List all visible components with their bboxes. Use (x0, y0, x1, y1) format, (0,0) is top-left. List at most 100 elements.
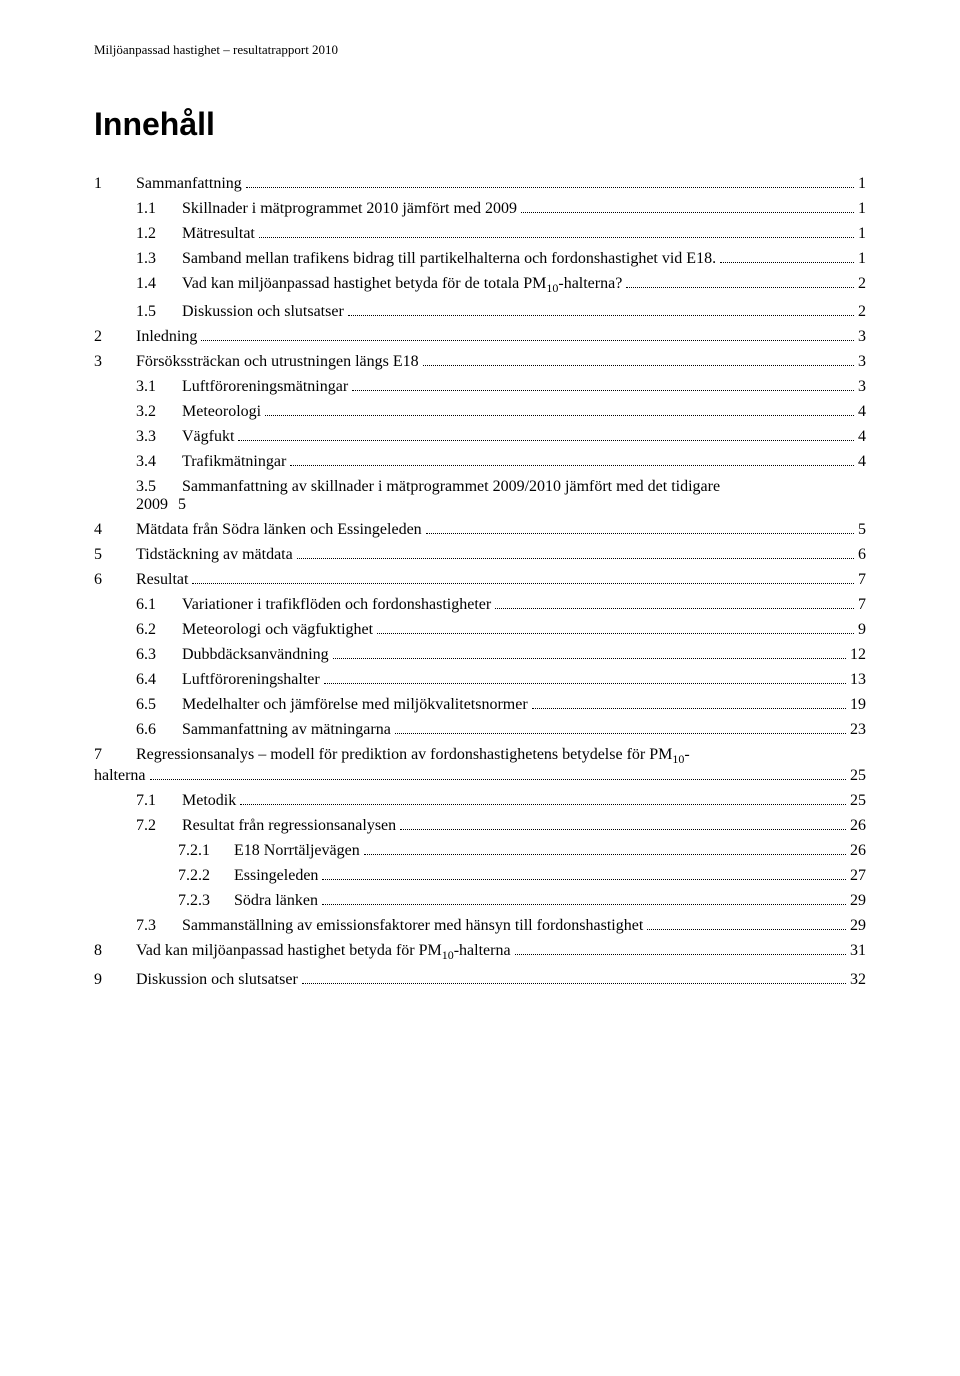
toc-entry: 1.3Samband mellan trafikens bidrag till … (136, 250, 866, 268)
toc-entry: 3.2Meteorologi4 (136, 403, 866, 421)
toc-leader (333, 658, 846, 659)
toc-leader (626, 287, 854, 288)
toc-text: Sammanfattning av skillnader i mätprogra… (182, 478, 720, 496)
toc-entry: 9Diskussion och slutsatser32 (94, 971, 866, 989)
toc-leader (259, 237, 854, 238)
toc-page: 4 (858, 403, 866, 421)
toc-number: 6.5 (136, 696, 182, 714)
toc-number: 7 (94, 746, 136, 764)
toc-number: 4 (94, 521, 136, 539)
toc-leader (322, 879, 846, 880)
toc-text: Essingeleden (234, 867, 318, 885)
toc-page: 2 (858, 275, 866, 293)
toc-number: 2 (94, 328, 136, 346)
toc-number: 6 (94, 571, 136, 589)
toc-page: 2 (858, 303, 866, 321)
toc-page: 26 (850, 842, 866, 860)
toc-number: 1.2 (136, 225, 182, 243)
toc-page: 5 (178, 496, 186, 514)
toc-text: Resultat (136, 571, 188, 589)
toc-entry: 3.5Sammanfattning av skillnader i mätpro… (136, 478, 866, 514)
toc-entry: 4Mätdata från Södra länken och Essingele… (94, 521, 866, 539)
toc-number: 9 (94, 971, 136, 989)
toc-leader (720, 262, 854, 263)
toc-text: Meteorologi och vägfuktighet (182, 621, 373, 639)
toc-number: 1 (94, 175, 136, 193)
toc-number: 7.3 (136, 917, 182, 935)
toc-page: 12 (850, 646, 866, 664)
toc-number: 3.3 (136, 428, 182, 446)
toc-number: 5 (94, 546, 136, 564)
toc-text: Mätresultat (182, 225, 255, 243)
toc-leader (322, 904, 846, 905)
toc-entry: 1.1Skillnader i mätprogrammet 2010 jämfö… (136, 200, 866, 218)
toc-entry: 3.3Vägfukt4 (136, 428, 866, 446)
toc-text: 2009 (136, 496, 168, 514)
page-title: Innehåll (94, 106, 866, 143)
toc-leader (377, 633, 854, 634)
toc-number: 1.4 (136, 275, 182, 293)
toc-entry: 7.2Resultat från regressionsanalysen26 (136, 817, 866, 835)
toc-entry: 6Resultat 7 (94, 571, 866, 589)
toc-number: 3.2 (136, 403, 182, 421)
toc-text: Vad kan miljöanpassad hastighet betyda f… (182, 275, 622, 296)
toc-number: 1.3 (136, 250, 182, 268)
toc-page: 7 (858, 571, 866, 589)
toc-number: 3.4 (136, 453, 182, 471)
toc-leader (395, 733, 846, 734)
toc-text: Regressionsanalys – modell för prediktio… (136, 746, 690, 767)
toc-page: 3 (858, 378, 866, 396)
toc-entry: 1.2Mätresultat 1 (136, 225, 866, 243)
toc-text: Samband mellan trafikens bidrag till par… (182, 250, 716, 268)
toc-leader (515, 954, 846, 955)
toc-page: 1 (858, 225, 866, 243)
toc-page: 1 (858, 250, 866, 268)
toc-page: 19 (850, 696, 866, 714)
toc-leader (495, 608, 854, 609)
toc-page: 5 (858, 521, 866, 539)
toc-text: Resultat från regressionsanalysen (182, 817, 396, 835)
toc-text: Luftföroreningshalter (182, 671, 320, 689)
toc-entry: 7Regressionsanalys – modell för predikti… (94, 746, 866, 785)
toc-entry: 6.1Variationer i trafikflöden och fordon… (136, 596, 866, 614)
toc-number: 7.1 (136, 792, 182, 810)
toc-page: 1 (858, 200, 866, 218)
toc-page: 1 (858, 175, 866, 193)
toc-page: 4 (858, 453, 866, 471)
toc-entry: 6.6Sammanfattning av mätningarna23 (136, 721, 866, 739)
toc-page: 26 (850, 817, 866, 835)
toc-entry: 1Sammanfattning1 (94, 175, 866, 193)
toc-entry: 6.3Dubbdäcksanvändning12 (136, 646, 866, 664)
toc-leader (192, 583, 854, 584)
toc-number: 3 (94, 353, 136, 371)
toc-text: Sammanställning av emissionsfaktorer med… (182, 917, 643, 935)
toc-entry: 6.4Luftföroreningshalter13 (136, 671, 866, 689)
toc-leader (352, 390, 854, 391)
toc-leader (297, 558, 854, 559)
table-of-contents: 1Sammanfattning1 1.1Skillnader i mätprogr… (94, 175, 866, 989)
toc-text: E18 Norrtäljevägen (234, 842, 360, 860)
toc-page: 13 (850, 671, 866, 689)
toc-page: 3 (858, 353, 866, 371)
toc-text: Tidstäckning av mätdata (136, 546, 293, 564)
toc-entry: 7.2.3Södra länken29 (178, 892, 866, 910)
toc-leader (521, 212, 854, 213)
toc-text: Försökssträckan och utrustningen längs E… (136, 353, 419, 371)
toc-page: 25 (850, 792, 866, 810)
toc-entry: 1.5Diskussion och slutsatser2 (136, 303, 866, 321)
toc-entry: 7.2.1E18 Norrtäljevägen 26 (178, 842, 866, 860)
toc-page: 23 (850, 721, 866, 739)
toc-number: 7.2.1 (178, 842, 234, 860)
toc-entry: 6.2Meteorologi och vägfuktighet9 (136, 621, 866, 639)
toc-page: 7 (858, 596, 866, 614)
toc-text: Skillnader i mätprogrammet 2010 jämfört … (182, 200, 517, 218)
toc-number: 8 (94, 942, 136, 960)
toc-text: Diskussion och slutsatser (182, 303, 344, 321)
toc-page: 27 (850, 867, 866, 885)
toc-page: 4 (858, 428, 866, 446)
page-header: Miljöanpassad hastighet – resultatrappor… (94, 42, 866, 58)
toc-page: 25 (850, 767, 866, 785)
toc-leader (423, 365, 854, 366)
toc-number: 3.1 (136, 378, 182, 396)
toc-leader (290, 465, 854, 466)
